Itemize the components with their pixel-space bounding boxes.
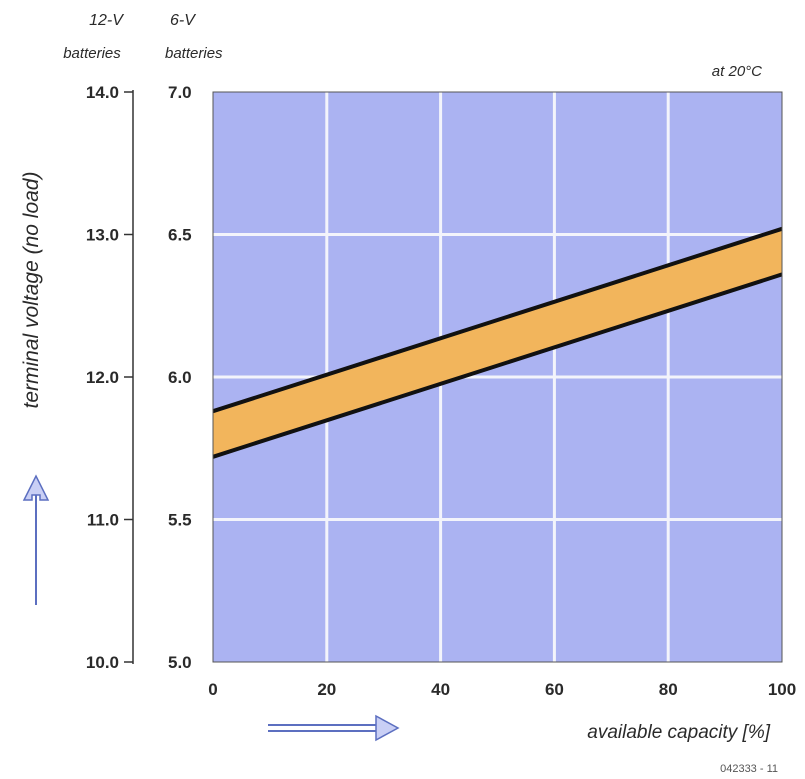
axis-6v-heading-line1: 6-V — [170, 12, 196, 29]
plot-border — [212, 91, 783, 663]
axis-12v-tick-label-2: 12.0 — [86, 368, 119, 387]
x-tick-label-0: 0 — [208, 680, 217, 699]
band-upper-line — [212, 226, 783, 414]
x-tick-label-4: 80 — [659, 680, 678, 699]
band-lower-line — [212, 272, 783, 459]
x-axis-tick-labels: 0 20 40 60 80 100 — [208, 680, 796, 699]
figure-id: 042333 - 11 — [720, 763, 778, 775]
axis-12v-heading-line1: 12-V — [89, 12, 124, 29]
x-tick-label-1: 20 — [317, 680, 336, 699]
axis-12v-tick-label-4: 14.0 — [86, 83, 119, 102]
axis-12v-tick-label-1: 11.0 — [87, 511, 119, 530]
x-axis-label: available capacity [%] — [587, 722, 770, 743]
axis-6v-ticks: 5.0 5.5 6.0 6.5 7.0 — [168, 83, 192, 672]
voltage-band — [213, 228, 782, 457]
axis-12v-tick-label-0: 10.0 — [86, 653, 119, 672]
x-axis-arrow-icon — [268, 714, 400, 742]
horizontal-grid-lines — [213, 233, 782, 521]
x-tick-label-2: 40 — [431, 680, 450, 699]
axis-6v-tick-label-4: 7.0 — [168, 83, 192, 102]
temperature-note: at 20°C — [712, 63, 762, 80]
y-axis-label: terminal voltage (no load) — [20, 172, 43, 409]
axis-6v-heading-line2: batteries — [165, 45, 223, 62]
axis-12v-tick-label-3: 13.0 — [86, 226, 119, 245]
axis-12v-ticks: 10.0 11.0 12.0 13.0 14.0 — [86, 83, 133, 672]
axis-12v-heading-line2: batteries — [63, 45, 121, 62]
axis-6v-tick-label-3: 6.5 — [168, 226, 192, 245]
x-tick-label-3: 60 — [545, 680, 564, 699]
x-tick-label-5: 100 — [768, 680, 796, 699]
axis-6v-tick-label-2: 6.0 — [168, 368, 192, 387]
axis-6v-tick-label-1: 5.5 — [168, 511, 192, 530]
y-axis-arrow-icon — [22, 474, 50, 605]
axis-6v-tick-label-0: 5.0 — [168, 653, 192, 672]
